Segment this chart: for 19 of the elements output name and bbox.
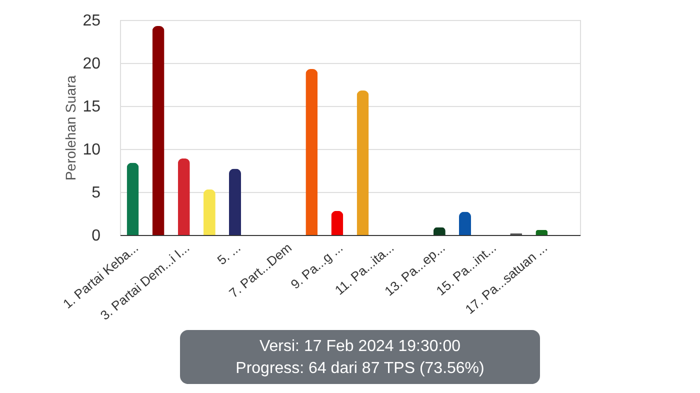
- y-tick-label: 15: [82, 98, 101, 116]
- bar: [203, 189, 216, 235]
- text: Progress: 64 dari 87 TPS (73.56%): [236, 360, 484, 377]
- bar: [152, 26, 164, 235]
- y-tick-label: 20: [82, 56, 101, 72]
- bar: [306, 69, 318, 235]
- bar: [459, 212, 471, 235]
- y-tick-label: 5: [92, 184, 101, 202]
- y-tick-label: 10: [82, 142, 101, 158]
- x-tick-label: 5. ...: [214, 240, 244, 268]
- y-axis-title: Perolehan Suara: [62, 75, 79, 181]
- bar: [178, 158, 190, 235]
- bar: [229, 168, 241, 235]
- bar: [356, 90, 369, 235]
- bar: [331, 210, 344, 235]
- y-tick-label: 0: [92, 228, 101, 244]
- text: Versi: 17 Feb 2024 19:30:00: [259, 338, 461, 355]
- y-tick-label: 25: [82, 12, 101, 30]
- bar: [126, 162, 139, 235]
